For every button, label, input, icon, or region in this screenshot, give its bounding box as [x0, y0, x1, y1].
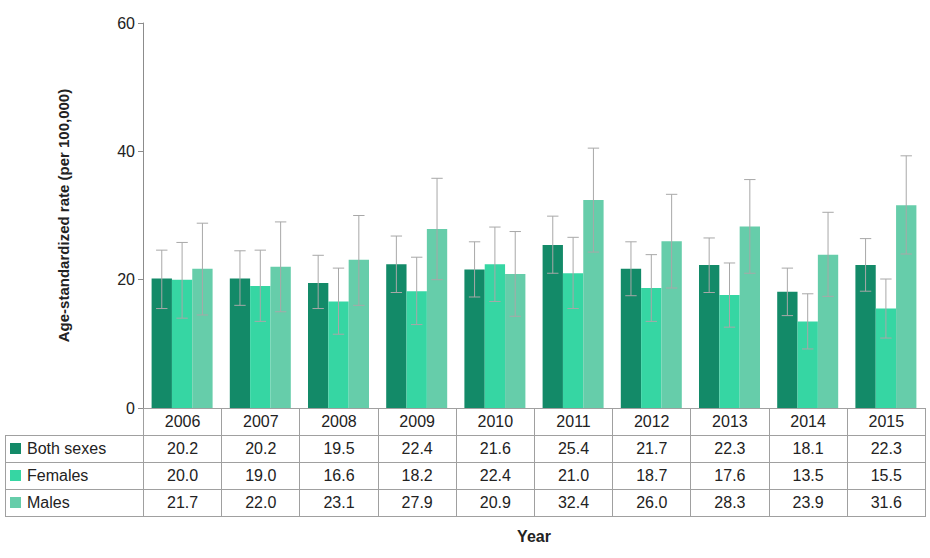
- svg-text:0: 0: [126, 400, 135, 417]
- html-text:23.1: 23.1: [323, 494, 355, 511]
- html-text:18.7: 18.7: [636, 467, 668, 484]
- html-text:20.9: 20.9: [479, 494, 511, 511]
- html-text:2009: 2009: [399, 413, 435, 430]
- html-text:2014: 2014: [790, 413, 826, 430]
- html-text:21.0: 21.0: [558, 467, 590, 484]
- html-text:21.7: 21.7: [636, 440, 668, 457]
- html-text:Males: Males: [27, 494, 70, 511]
- html-text:26.0: 26.0: [636, 494, 668, 511]
- svg-text:Age-standardized rate (per 100: Age-standardized rate (per 100,000): [55, 89, 72, 342]
- html-text:18.2: 18.2: [401, 467, 433, 484]
- html-text:Females: Females: [27, 467, 89, 484]
- html-text:2015: 2015: [868, 413, 905, 430]
- html-text:17.6: 17.6: [714, 467, 746, 484]
- html-text:21.6: 21.6: [479, 440, 511, 457]
- svg-text:40: 40: [117, 143, 135, 160]
- html-text:18.1: 18.1: [792, 440, 824, 457]
- html-text:22.4: 22.4: [479, 467, 511, 484]
- html-text:19.5: 19.5: [323, 440, 355, 457]
- html-text:22.3: 22.3: [870, 440, 902, 457]
- html-text:31.6: 31.6: [870, 494, 902, 511]
- html-text:21.7: 21.7: [167, 494, 199, 511]
- html-text:2010: 2010: [477, 413, 514, 430]
- html-text:19.0: 19.0: [245, 467, 277, 484]
- html-text:16.6: 16.6: [323, 467, 355, 484]
- svg-text:60: 60: [117, 15, 135, 32]
- html-text:2008: 2008: [321, 413, 357, 430]
- html-text:20.0: 20.0: [167, 467, 199, 484]
- html-text:2012: 2012: [633, 413, 670, 430]
- html-text:2007: 2007: [243, 413, 279, 430]
- html-text:25.4: 25.4: [558, 440, 590, 457]
- html-text:20.2: 20.2: [245, 440, 277, 457]
- html-text:28.3: 28.3: [714, 494, 746, 511]
- html-text:22.0: 22.0: [245, 494, 277, 511]
- html-text:13.5: 13.5: [792, 467, 824, 484]
- html-text:2006: 2006: [164, 413, 201, 430]
- html-text:2013: 2013: [712, 413, 748, 430]
- html-text:27.9: 27.9: [401, 494, 433, 511]
- html-text:2011: 2011: [556, 413, 591, 430]
- html-text:20.2: 20.2: [167, 440, 199, 457]
- html-text:15.5: 15.5: [870, 467, 902, 484]
- html-text:32.4: 32.4: [558, 494, 590, 511]
- html-text:Both sexes: Both sexes: [27, 440, 107, 457]
- html-text:22.4: 22.4: [401, 440, 433, 457]
- html-text:22.3: 22.3: [714, 440, 746, 457]
- html-text:Year: Year: [517, 528, 551, 545]
- svg-text:20: 20: [117, 271, 135, 288]
- html-text:23.9: 23.9: [792, 494, 824, 511]
